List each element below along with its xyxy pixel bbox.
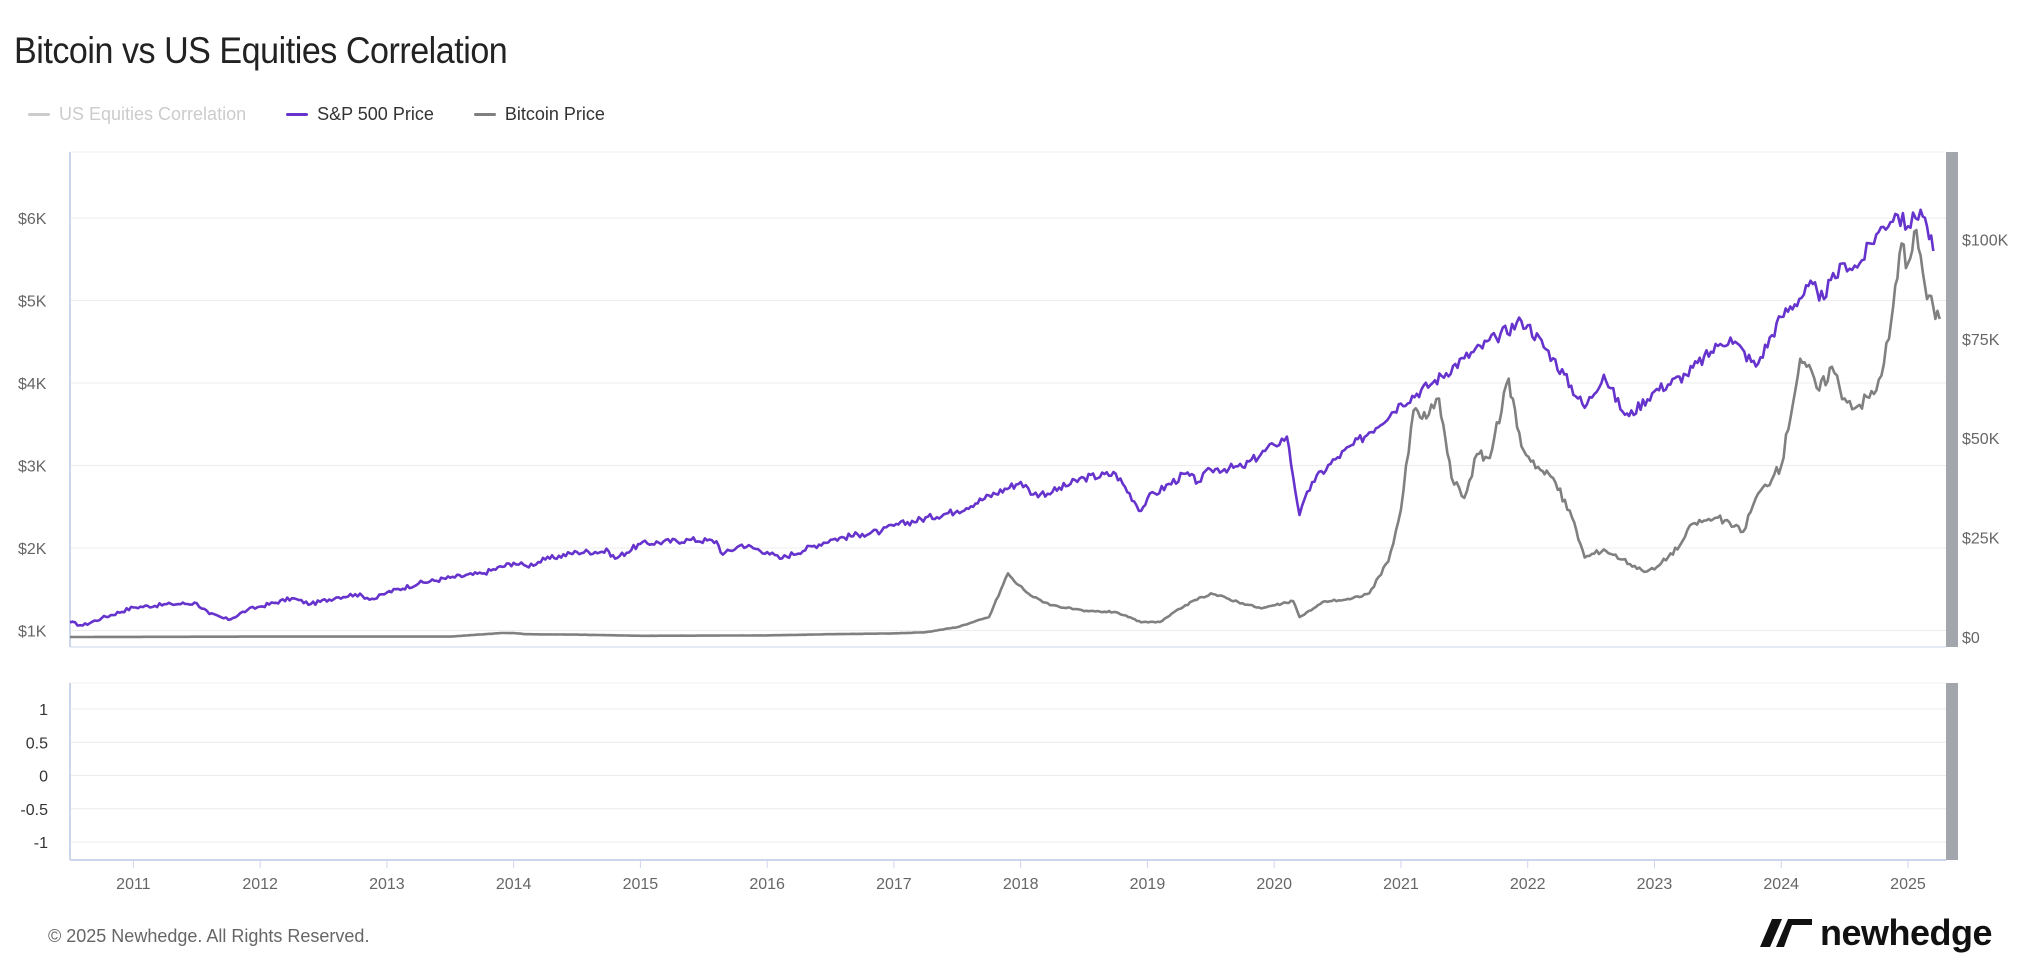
correlation-axis-tick-label: -0.5 xyxy=(20,802,48,819)
x-axis-tick-label: 2018 xyxy=(1003,876,1039,893)
range-handle-correlation[interactable] xyxy=(1946,683,1958,860)
x-axis-tick-label: 2021 xyxy=(1383,876,1419,893)
x-axis-tick-label: 2020 xyxy=(1256,876,1292,893)
left-axis-tick-label: $6K xyxy=(18,211,47,228)
right-axis-tick-label: $25K xyxy=(1962,531,2000,548)
legend-item-bitcoin[interactable]: Bitcoin Price xyxy=(473,103,605,125)
correlation-axis-tick-label: 0 xyxy=(39,769,48,786)
x-axis-tick-label: 2013 xyxy=(369,876,405,893)
x-axis-tick-label: 2012 xyxy=(242,876,278,893)
brand-logo: newhedge xyxy=(1760,912,1993,954)
legend-label-bitcoin: Bitcoin Price xyxy=(504,103,605,124)
x-axis-tick-label: 2014 xyxy=(496,876,532,893)
right-axis-tick-label: $50K xyxy=(1962,431,2000,448)
sp500-price-line xyxy=(69,208,1935,627)
x-axis-tick-label: 2011 xyxy=(116,876,151,893)
left-axis-tick-label: $4K xyxy=(18,376,47,393)
series-lines xyxy=(69,208,1941,639)
x-axis-tick-label: 2023 xyxy=(1637,876,1673,893)
legend-swatch-sp500 xyxy=(286,112,309,116)
x-axis-tick-label: 2016 xyxy=(749,876,785,893)
grid-lines xyxy=(70,151,1946,843)
legend-item-sp500[interactable]: S&P 500 Price xyxy=(286,104,434,125)
chart-title: Bitcoin vs US Equities Correlation xyxy=(14,30,508,71)
right-axis-tick-label: $75K xyxy=(1962,332,2000,349)
legend-swatch-bitcoin xyxy=(473,112,496,116)
brand-name: newhedge xyxy=(1820,912,1993,953)
right-axis-tick-label: $100K xyxy=(1962,232,2009,249)
axes xyxy=(69,152,1946,868)
x-axis-tick-label: 2017 xyxy=(876,876,912,893)
copyright-footer: © 2025 Newhedge. All Rights Reserved. xyxy=(48,926,370,946)
legend-swatch-correlation xyxy=(28,112,50,116)
range-handle-main[interactable] xyxy=(1946,152,1958,647)
x-axis-tick-label: 2015 xyxy=(623,876,659,893)
left-axis-tick-label: $1K xyxy=(18,624,47,641)
legend-item-correlation[interactable]: US Equities Correlation xyxy=(28,104,246,125)
chart-legend: US Equities Correlation S&P 500 Price Bi… xyxy=(28,102,645,126)
tick-labels: $1K $2K $3K $4K $5K $6K $0 $25K $50K $75K $100K 1 0.… xyxy=(18,211,2009,893)
correlation-axis-tick-label: 0.5 xyxy=(26,735,48,752)
left-axis-tick-label: $5K xyxy=(18,294,47,311)
legend-label-sp500: S&P 500 Price xyxy=(317,103,434,124)
x-axis-tick-label: 2024 xyxy=(1763,876,1799,893)
legend-label-correlation: US Equities Correlation xyxy=(59,103,247,124)
right-axis-tick-label: $0 xyxy=(1962,630,1980,647)
left-axis-tick-label: $2K xyxy=(18,541,47,558)
correlation-axis-tick-label: -1 xyxy=(34,835,48,852)
x-axis-tick-label: 2019 xyxy=(1130,876,1166,893)
correlation-axis-tick-label: 1 xyxy=(39,702,48,719)
navigator-handles[interactable] xyxy=(1946,152,1958,860)
bitcoin-price-line xyxy=(70,228,1941,639)
newhedge-logo-icon xyxy=(1760,919,1812,947)
left-axis-tick-label: $3K xyxy=(18,459,47,476)
x-axis-tick-label: 2022 xyxy=(1510,876,1546,893)
x-axis-tick-label: 2025 xyxy=(1890,876,1926,893)
